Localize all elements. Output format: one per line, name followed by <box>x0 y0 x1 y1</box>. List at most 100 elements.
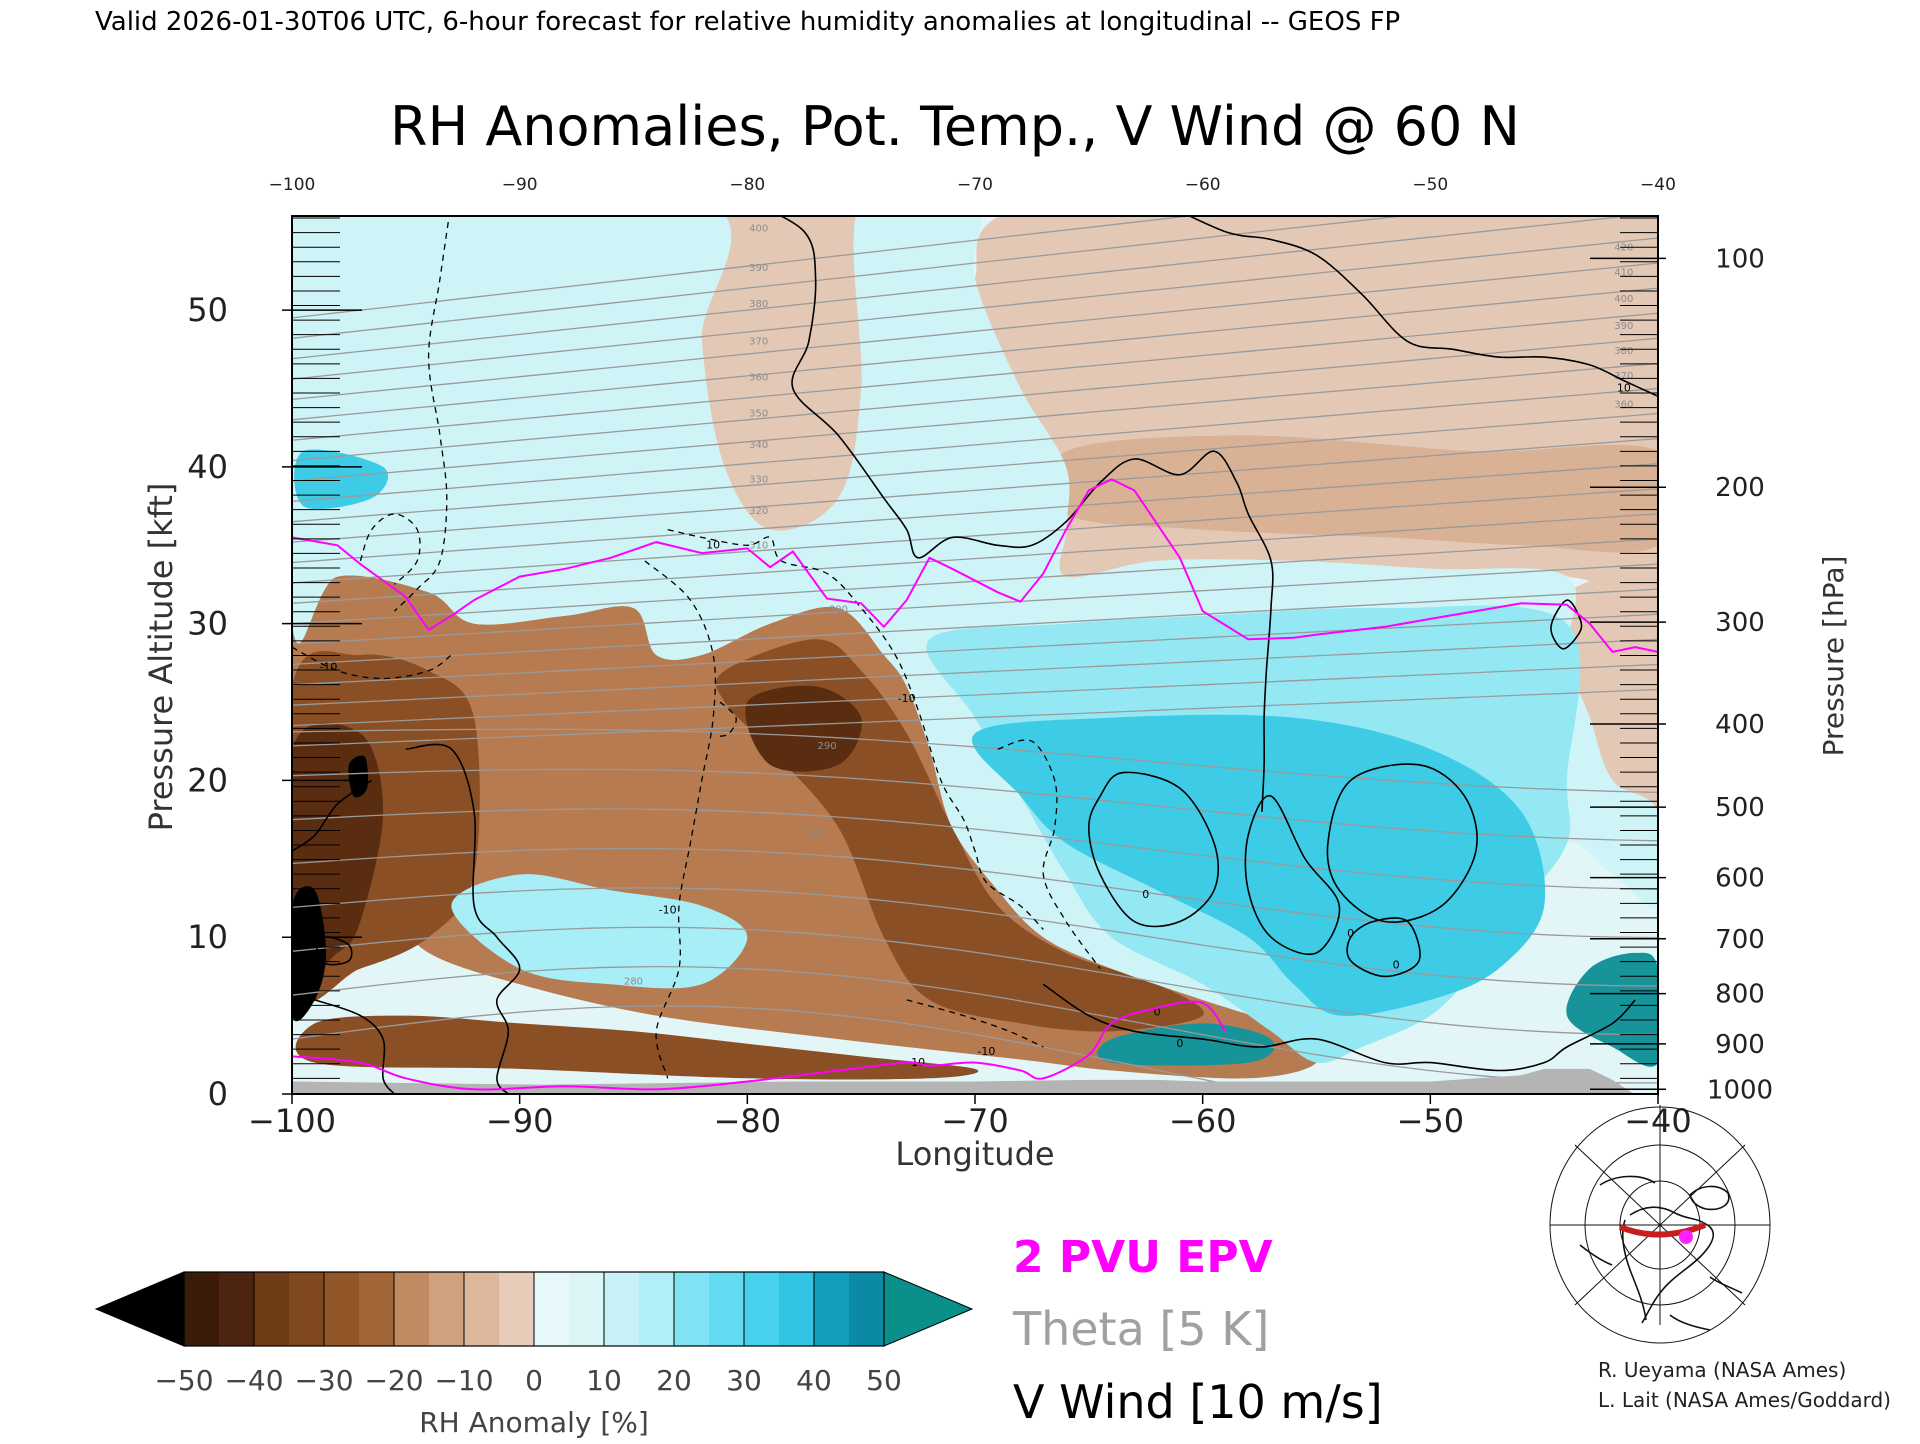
x-top-tick-label: −40 <box>1640 175 1676 195</box>
colorbar-cell <box>359 1272 395 1346</box>
colorbar: −50 −40 −30 −20 −10 0 10 20 30 40 50 <box>94 1271 974 1397</box>
theta-contour-label: 310 <box>749 540 768 551</box>
rh-anomaly-shading <box>292 216 1658 1080</box>
theta-contour-label: 300 <box>829 605 848 616</box>
v-wind-contour-line <box>779 216 1274 812</box>
colorbar-cell <box>814 1272 850 1346</box>
theta-contour-line <box>292 563 1658 645</box>
colorbar-cell <box>394 1272 430 1346</box>
anomaly-region-weak_neg <box>1559 573 1658 823</box>
y-axis-left-label: Pressure Altitude [kft] <box>142 483 180 832</box>
legend: 2 PVU EPV Theta [5 K] V Wind [10 m/s] <box>1012 1232 1383 1429</box>
pressure-tick-label: 800 <box>1715 980 1765 1010</box>
colorbar-cell <box>779 1272 815 1346</box>
theta-contour-line <box>292 638 1658 706</box>
theta-contour-line <box>292 887 1658 987</box>
y-tick-label: 10 <box>187 918 228 956</box>
pressure-tick-marks <box>292 217 1666 1091</box>
theta-contour-label: 320 <box>749 506 768 517</box>
theta-contour-label: 380 <box>749 299 768 310</box>
theta-contour-label: 280 <box>624 976 643 987</box>
anomaly-region-high <box>745 685 862 772</box>
x-tick-label: −50 <box>1397 1102 1465 1140</box>
v-wind-contour-dashed <box>393 216 450 612</box>
anomaly-region-extreme <box>292 886 327 1022</box>
theta-contour-line <box>292 768 1658 842</box>
theta-contour-line <box>292 216 1195 319</box>
x-tick-label: −60 <box>1169 1102 1237 1140</box>
v-wind-contour-dashed <box>667 528 1044 930</box>
anomaly-region-strong_pos <box>971 714 1546 1017</box>
terrain-mask <box>292 1068 1635 1094</box>
v-wind-contour-dashed <box>906 999 1044 1048</box>
v-wind-contour-loop <box>1550 599 1583 650</box>
theta-contour-line <box>292 847 1658 939</box>
theta-contour-line <box>292 437 1658 543</box>
x-top-tick-label: −70 <box>957 175 993 195</box>
v-wind-contour-label: 0 <box>1393 959 1400 972</box>
theta-contour-line <box>292 513 1658 604</box>
x-axis-label: Longitude <box>895 1135 1054 1173</box>
colorbar-over-triangle <box>883 1271 974 1347</box>
colorbar-tick-label: −30 <box>294 1364 353 1397</box>
theta-contour-line <box>292 808 1658 890</box>
theta-contour-line <box>292 588 1658 666</box>
colorbar-tick-label: 40 <box>796 1364 832 1397</box>
location-marker <box>1679 1230 1693 1244</box>
x-axis-top: −100 −90 −80 −70 −60 −50 −40 <box>269 175 1676 195</box>
v-wind-contour-label: 0 <box>1176 1037 1183 1050</box>
theta-contour-line <box>292 688 1658 747</box>
colorbar-cell <box>604 1272 640 1346</box>
y-tick-label: 30 <box>187 605 228 643</box>
y-axis-left: 0 10 20 30 40 50 <box>187 291 362 1113</box>
anomaly-region-weak_neg <box>689 216 874 531</box>
v-wind-contour-dashed <box>292 646 452 680</box>
theta-contour-line <box>292 287 1658 421</box>
theta-contour-line <box>292 412 1658 523</box>
x-top-tick-label: −100 <box>269 175 316 195</box>
v-wind-contour-label: 10 <box>706 538 720 551</box>
theta-contour-label: 370 <box>749 337 768 348</box>
y-axis-right-label: Pressure [hPa] <box>1817 556 1850 757</box>
theta-contour-line <box>292 362 1658 482</box>
colorbar-cell <box>534 1272 570 1346</box>
theta-contour-line <box>292 463 1658 564</box>
map-graticule <box>1549 1105 1771 1344</box>
plot-area: 400 390 380 370 360 350 340 330 320 310 300 290 280 2… <box>291 215 1666 1095</box>
anomaly-region-pos_light <box>451 874 748 989</box>
anomaly-region-mid <box>295 1015 979 1080</box>
theta-contour-line <box>292 488 1658 584</box>
theta-contour-line <box>292 237 1658 380</box>
v-wind-contour-line <box>1042 983 1636 1072</box>
v-wind-contour-line <box>314 999 396 1094</box>
theta-contour-line <box>292 387 1658 503</box>
map-coastlines <box>1579 1175 1743 1331</box>
v-wind-contour-dashed <box>717 701 737 738</box>
theta-contour-line <box>292 613 1658 686</box>
v-wind-contour-loop <box>1326 763 1478 923</box>
anomaly-region-extreme <box>348 755 369 798</box>
anomaly-region-strongest <box>1566 952 1658 1067</box>
colorbar-label: RH Anomaly [%] <box>419 1406 649 1439</box>
x-top-tick-label: −50 <box>1412 175 1448 195</box>
section-line <box>1618 1222 1707 1238</box>
v-wind-contour-loop <box>1087 771 1220 928</box>
v-wind-contour-line <box>405 743 521 1094</box>
theta-contour-line <box>292 926 1658 1036</box>
colorbar-tick-label: −20 <box>364 1364 423 1397</box>
colorbar-cell <box>499 1272 535 1346</box>
v-wind-contour-label: 10 <box>1617 382 1631 395</box>
v-wind-contour-dashed <box>359 513 421 585</box>
anomaly-region-strongest <box>1097 1023 1275 1066</box>
colorbar-cell <box>429 1272 465 1346</box>
colorbar-cell <box>744 1272 780 1346</box>
theta-contour-label: 410 <box>1614 268 1633 279</box>
theta-contour-label: 340 <box>749 440 768 451</box>
colorbar-tick-label: −10 <box>434 1364 493 1397</box>
v-wind-contour-loop <box>1346 917 1421 978</box>
legend-pvu: 2 PVU EPV <box>1013 1232 1273 1283</box>
x-tick-label: −70 <box>941 1102 1009 1140</box>
colorbar-cell <box>254 1272 290 1346</box>
v-wind-contour-label: -10 <box>659 904 677 917</box>
